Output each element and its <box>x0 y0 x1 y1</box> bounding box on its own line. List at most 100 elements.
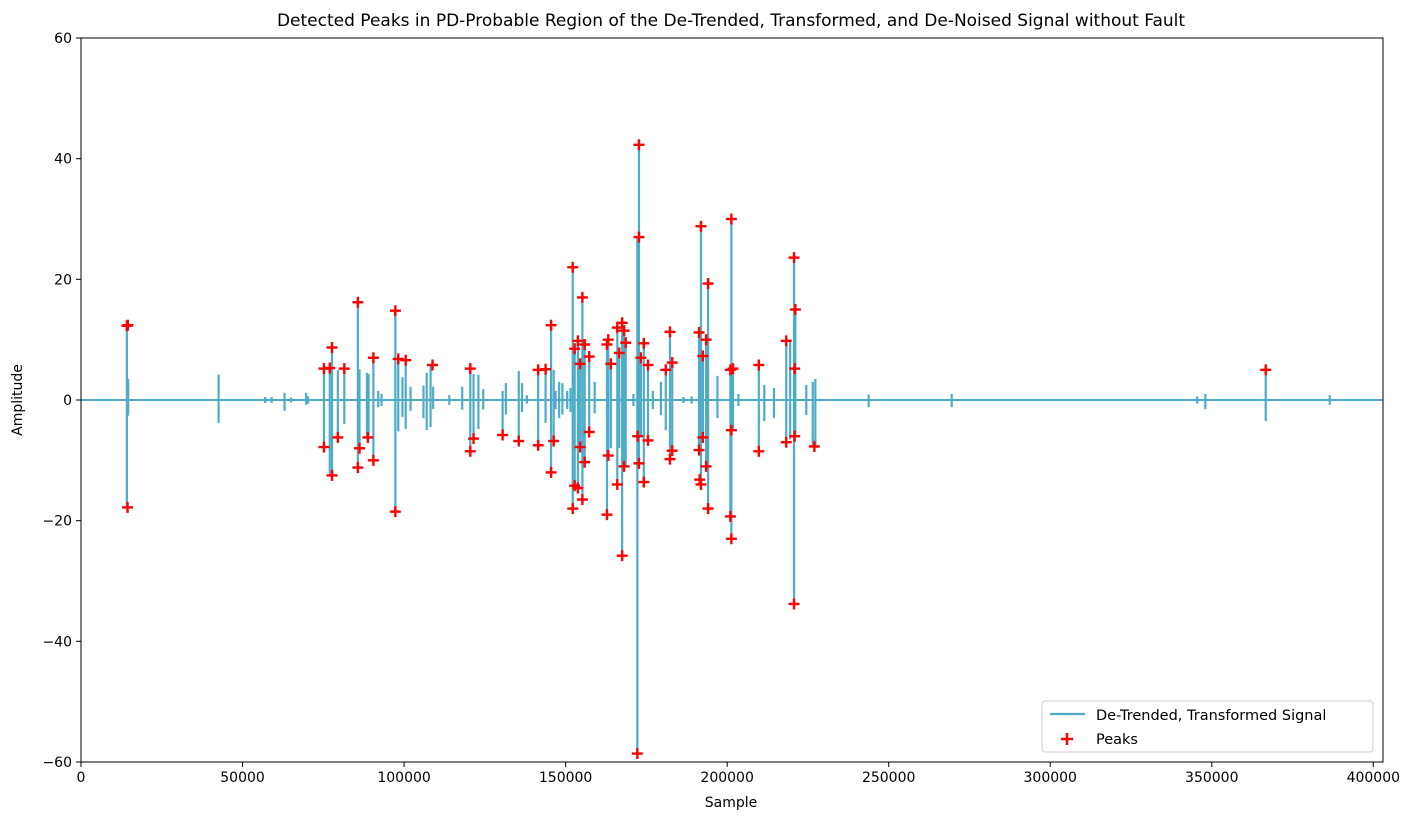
peak-marker <box>693 326 705 338</box>
peak-marker <box>572 335 584 347</box>
peak-marker <box>753 445 765 457</box>
peak-marker <box>789 363 801 375</box>
peak-marker <box>666 445 678 457</box>
peak-marker <box>567 261 579 273</box>
y-tick-label: 60 <box>54 31 72 47</box>
peak-marker <box>367 454 379 466</box>
peak-marker <box>324 362 336 374</box>
peak-marker <box>808 440 820 452</box>
peak-marker <box>616 550 628 562</box>
peak-marker <box>468 433 480 445</box>
peak-marker <box>611 478 623 490</box>
peak-marker <box>642 434 654 446</box>
x-tick-label: 400000 <box>1347 770 1400 786</box>
peak-marker <box>620 337 632 349</box>
legend-box <box>1041 700 1374 753</box>
peak-marker <box>579 338 591 350</box>
peak-marker <box>540 363 552 375</box>
peak-marker <box>700 460 712 472</box>
peak-marker <box>389 506 401 518</box>
peak-marker <box>576 291 588 303</box>
x-tick-label: 150000 <box>539 770 592 786</box>
peak-marker <box>702 503 714 515</box>
y-tick-label: 0 <box>63 393 72 409</box>
peak-marker <box>618 460 630 472</box>
y-tick-label: −40 <box>42 634 72 650</box>
x-tick-label: 100000 <box>377 770 430 786</box>
peak-marker <box>631 748 643 760</box>
peak-marker <box>464 363 476 375</box>
peak-marker <box>1260 364 1272 376</box>
x-tick-label: 200000 <box>700 770 753 786</box>
peak-marker <box>613 347 625 359</box>
peak-marker <box>725 424 737 436</box>
x-axis-label: Sample <box>705 795 758 811</box>
peak-marker <box>548 435 560 447</box>
peak-marker <box>605 358 617 370</box>
peak-marker <box>513 435 525 447</box>
peak-marker <box>583 351 595 363</box>
signal-series <box>125 144 1331 754</box>
peak-marker <box>362 431 374 443</box>
peak-marker <box>638 337 650 349</box>
legend-peak-swatch <box>1061 733 1073 745</box>
peak-marker <box>579 456 591 468</box>
peak-marker <box>788 252 800 264</box>
peak-marker <box>532 439 544 451</box>
peak-marker <box>664 326 676 338</box>
peak-marker <box>545 319 557 331</box>
peak-marker <box>789 430 801 442</box>
peak-marker <box>638 476 650 488</box>
peak-marker <box>632 430 644 442</box>
legend: De-Trended, Transformed Signal Peaks <box>1041 700 1374 753</box>
peak-marker <box>602 450 614 462</box>
peak-marker <box>780 436 792 448</box>
axes: 0 50000 100000 150000 200000 250000 300000 3500… <box>42 31 1400 786</box>
peak-marker <box>576 494 588 506</box>
peak-marker <box>633 139 645 151</box>
peak-marker <box>693 444 705 456</box>
y-tick-label: 20 <box>54 272 72 288</box>
peak-marker <box>392 353 404 365</box>
x-tick-label: 0 <box>77 770 86 786</box>
peak-marker <box>572 482 584 494</box>
peak-marker <box>427 359 439 371</box>
x-tick-label: 250000 <box>862 770 915 786</box>
peak-marker <box>389 305 401 317</box>
peak-marker <box>574 441 586 453</box>
peak-marker <box>326 342 338 354</box>
legend-entry-signal: De-Trended, Transformed Signal <box>1096 708 1326 724</box>
peak-marker <box>464 445 476 457</box>
peak-marker <box>569 343 581 355</box>
peak-marker <box>725 213 737 225</box>
peak-marker <box>697 431 709 443</box>
y-tick-label: −60 <box>42 755 72 771</box>
peak-marker <box>567 503 579 515</box>
peak-marker <box>702 278 714 290</box>
peak-marker <box>724 510 736 522</box>
peak-marker <box>695 220 707 232</box>
legend-entry-peaks: Peaks <box>1096 732 1138 748</box>
peak-marker <box>332 431 344 443</box>
peak-marker <box>789 304 801 315</box>
peak-marker <box>326 469 338 481</box>
plot-area <box>81 139 1383 760</box>
peak-marker <box>618 325 630 337</box>
peak-marker <box>633 231 645 243</box>
peak-marker <box>780 335 792 347</box>
y-tick-label: −20 <box>42 514 72 530</box>
peak-marker <box>318 441 330 453</box>
peak-marker <box>633 457 645 469</box>
peak-marker <box>574 358 586 370</box>
peak-marker <box>602 334 614 346</box>
peak-marker <box>727 363 739 375</box>
peak-marker <box>635 352 647 364</box>
peak-marker <box>700 334 712 346</box>
x-tick-label: 50000 <box>220 770 265 786</box>
peak-marker <box>664 453 676 465</box>
x-tick-label: 300000 <box>1024 770 1077 786</box>
chart-title: Detected Peaks in PD-Probable Region of … <box>277 11 1185 31</box>
y-axis-label: Amplitude <box>10 364 26 436</box>
